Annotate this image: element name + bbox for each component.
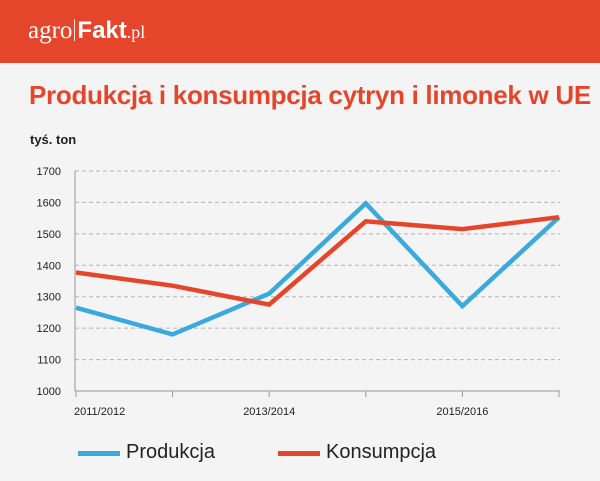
y-tick-label-1200: 1200 [37,323,61,335]
logo-fakt: Fakt [77,17,127,44]
legend-label-produkcja: Produkcja [126,441,215,463]
y-tick-label-1000: 1000 [37,386,61,398]
logo-pl: .pl [126,22,146,42]
series-line-produkcja [75,200,561,337]
y-tick-label-1300: 1300 [37,292,61,304]
y-axis-unit-label: tyś. ton [30,132,77,147]
header-bar: agro Fakt.pl [0,0,600,63]
y-tick-label-1400: 1400 [37,260,61,272]
logo-separator [74,19,76,41]
series-line-konsumpcja [75,214,560,308]
legend-label-konsumpcja: Konsumpcja [326,441,437,463]
x-tick-label-2: 2013/2014 [243,406,295,418]
chart-legend: Produkcja Konsumpcja [0,440,600,470]
x-tick-label-4: 2015/2016 [436,406,488,418]
y-tick-label-1600: 1600 [37,197,61,209]
legend-swatch-produkcja [78,451,120,456]
chart-title: Produkcja i konsumpcja cytryn i limonek … [29,80,591,110]
logo-agro: agro [28,17,73,44]
agrofakt-logo[interactable]: agro Fakt.pl [28,16,145,47]
y-tick-label-1500: 1500 [37,229,61,241]
x-tick-label-0: 2011/2012 [74,406,125,418]
y-tick-label-1100: 1100 [37,355,61,367]
line-chart: 1000 1100 1200 1300 1400 1500 1600 1700 2011/201… [37,166,561,418]
y-tick-label-1700: 1700 [37,166,61,178]
legend-swatch-konsumpcja [278,451,320,456]
